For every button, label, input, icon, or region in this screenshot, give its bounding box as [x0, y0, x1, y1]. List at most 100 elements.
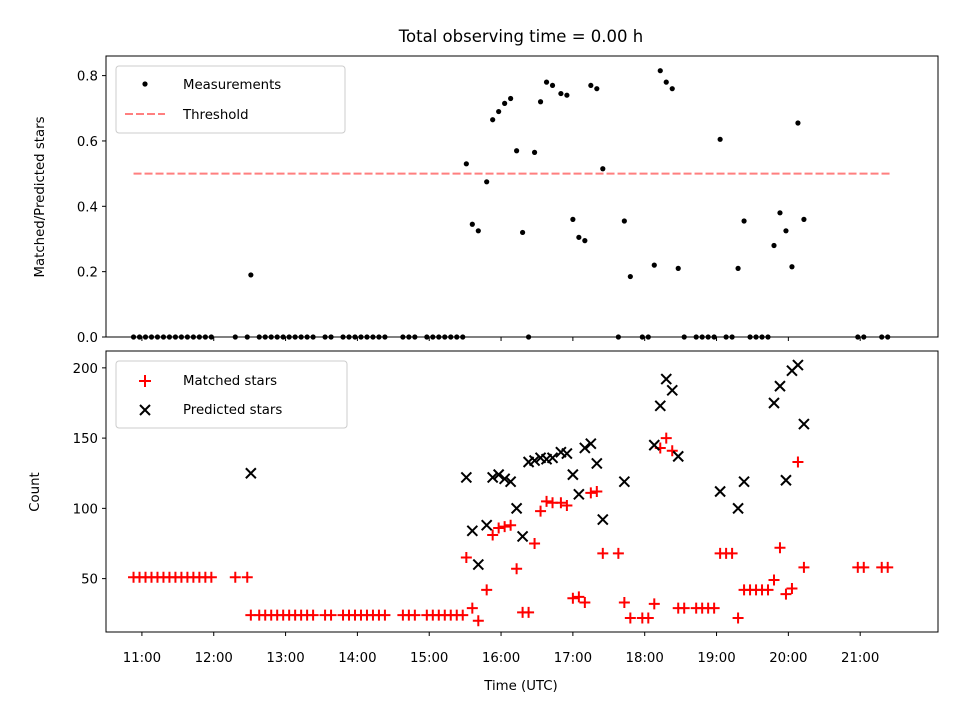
predicted-stars-point — [774, 380, 786, 392]
measurement-point — [248, 272, 254, 278]
matched-stars-point — [732, 612, 744, 624]
measurement-point — [484, 179, 490, 185]
count-y-tick-label: 150 — [73, 432, 98, 447]
measurement-point — [514, 148, 520, 154]
measurement-point — [543, 79, 550, 85]
x-tick-label: 11:00 — [123, 651, 161, 666]
measurement-point — [669, 86, 675, 92]
count-plot-area — [128, 359, 894, 627]
x-tick-label: 12:00 — [195, 651, 233, 666]
predicted-stars-point — [472, 558, 485, 571]
measurement-point — [558, 90, 564, 97]
measurement-point — [657, 68, 663, 74]
predicted-stars-point — [579, 442, 591, 454]
matched-stars-point — [858, 561, 870, 573]
predicted-stars-point — [492, 468, 505, 481]
legend-predicted-label: Predicted stars — [183, 403, 282, 418]
predicted-stars-point — [768, 397, 780, 409]
predicted-stars-point — [618, 475, 631, 488]
measurement-point — [463, 161, 469, 167]
matched-stars-point — [798, 561, 810, 573]
count-y-tick-label: 50 — [81, 573, 98, 588]
count-panel: 50 100 150 200 11:00 12:00 13:00 14:00 15:00 16:… — [28, 350, 939, 694]
count-legend: Matched stars Predicted stars — [115, 360, 348, 429]
x-tick-label: 20:00 — [769, 651, 807, 666]
measurement-point — [588, 82, 594, 89]
matched-stars-point — [612, 547, 624, 559]
measurement-point — [600, 166, 606, 172]
x-tick-label: 16:00 — [482, 651, 520, 666]
ratio-legend: Measurements Threshold — [115, 65, 346, 134]
predicted-stars-point — [660, 373, 672, 385]
chart-title: Total observing time = 0.00 h — [398, 27, 643, 46]
predicted-stars-point — [732, 502, 744, 515]
measurement-point — [502, 100, 508, 106]
matched-stars-point — [585, 487, 597, 499]
legend-threshold-label: Threshold — [182, 108, 249, 123]
ratio-axes-frame — [105, 55, 939, 338]
measurement-point — [783, 228, 789, 234]
matched-stars-point — [487, 529, 499, 541]
matched-stars-point — [780, 588, 792, 600]
measurement-point — [508, 95, 514, 102]
predicted-stars-point — [585, 438, 597, 450]
count-y-tick-label: 200 — [73, 362, 98, 377]
measurement-point — [717, 136, 723, 142]
measurement-point — [496, 108, 502, 115]
measurement-point — [570, 216, 576, 222]
matched-stars-point — [666, 445, 678, 457]
predicted-stars-point — [486, 471, 499, 484]
count-legend-frame — [115, 360, 348, 429]
measurement-point — [651, 262, 657, 268]
matched-stars-point — [379, 609, 391, 621]
matched-stars-point — [774, 542, 786, 554]
matched-stars-point — [325, 609, 337, 621]
predicted-stars-point — [546, 452, 559, 464]
predicted-stars-point — [516, 530, 529, 543]
predicted-stars-point — [792, 359, 804, 371]
matched-stars-point — [541, 495, 553, 507]
matched-stars-point — [555, 497, 567, 509]
matched-stars-point — [591, 486, 603, 497]
matched-stars-point — [529, 537, 541, 549]
matched-stars-point — [561, 500, 573, 512]
predicted-stars-point — [591, 457, 603, 470]
matched-stars-point — [624, 612, 636, 624]
predicted-stars-point — [573, 488, 585, 501]
ratio-y-tick-label: 0.0 — [77, 331, 98, 346]
matched-stars-point — [567, 592, 579, 604]
measurement-point — [621, 218, 627, 224]
matched-stars-point — [499, 521, 511, 533]
measurement-point — [663, 79, 669, 85]
predicted-stars-point — [654, 400, 666, 412]
predicted-stars-point — [714, 485, 726, 498]
measurement-point — [519, 229, 526, 236]
measurement-point — [537, 99, 544, 105]
matched-stars-point — [205, 571, 217, 583]
predicted-stars-point — [480, 519, 493, 531]
matched-stars-point — [579, 596, 591, 608]
matched-stars-point — [726, 547, 738, 559]
predicted-stars-point — [510, 502, 523, 515]
count-y-axis-label: Count — [28, 472, 43, 512]
measurement-point — [549, 82, 556, 89]
ratio-y-tick-label: 0.2 — [77, 266, 98, 281]
predicted-stars-point — [498, 473, 511, 485]
x-tick-label: 17:00 — [554, 651, 592, 666]
matched-stars-point — [618, 596, 630, 608]
measurement-point — [594, 86, 600, 92]
predicted-stars-point — [245, 467, 257, 479]
measurement-point — [735, 265, 741, 271]
predicted-stars-point — [648, 439, 660, 451]
measurement-point — [741, 218, 747, 224]
matched-stars-point — [241, 571, 253, 583]
measurement-point — [771, 242, 777, 249]
count-axes-frame — [105, 350, 939, 633]
x-axis-label: Time (UTC) — [483, 679, 558, 694]
ratio-y-tick-label: 0.6 — [77, 135, 98, 150]
matched-stars-point — [708, 602, 720, 614]
matched-stars-point — [882, 561, 894, 573]
matched-stars-point — [229, 571, 241, 583]
matched-stars-point — [792, 456, 804, 468]
